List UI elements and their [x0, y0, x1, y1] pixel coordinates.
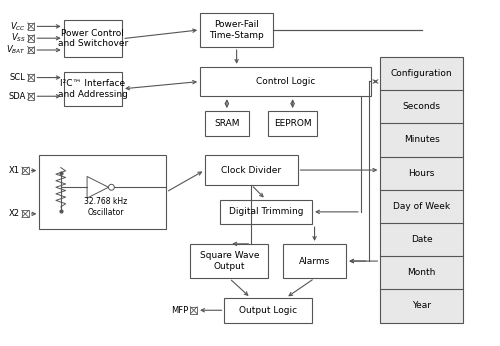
Text: 32.768 kHz
Oscillator: 32.768 kHz Oscillator [84, 197, 127, 217]
Text: Clock Divider: Clock Divider [221, 165, 282, 174]
Bar [64, 72, 122, 106]
Text: Square Wave
Output: Square Wave Output [200, 251, 259, 271]
Text: $V_{CC}$: $V_{CC}$ [10, 20, 26, 33]
Bar [28, 23, 34, 30]
Bar [28, 47, 34, 53]
Bar [22, 167, 29, 174]
Text: SRAM: SRAM [214, 119, 240, 128]
Text: Power Control
and Switchover: Power Control and Switchover [58, 29, 128, 48]
Text: EEPROM: EEPROM [274, 119, 312, 128]
Text: Seconds: Seconds [402, 102, 440, 111]
Text: Date: Date [411, 235, 432, 244]
Text: $V_{BAT}$: $V_{BAT}$ [6, 44, 25, 56]
Bar [28, 93, 34, 100]
Text: Alarms: Alarms [299, 257, 330, 266]
Bar [220, 200, 312, 224]
Text: X1: X1 [9, 166, 20, 175]
Text: Configuration: Configuration [391, 69, 452, 78]
Bar [200, 67, 370, 96]
Text: I²C™ Interface
and Addressing: I²C™ Interface and Addressing [58, 79, 128, 99]
Text: Control Logic: Control Logic [256, 77, 315, 86]
Bar [268, 111, 317, 136]
Bar [205, 155, 298, 185]
Text: Power-Fail
Time-Stamp: Power-Fail Time-Stamp [209, 20, 264, 39]
Bar [40, 155, 166, 229]
Text: MFP: MFP [171, 306, 188, 315]
Text: SCL: SCL [10, 73, 26, 82]
Text: Year: Year [412, 301, 431, 310]
Bar [200, 12, 273, 47]
Bar [224, 298, 312, 322]
Text: Digital Trimming: Digital Trimming [228, 207, 303, 216]
Text: X2: X2 [9, 209, 20, 218]
Text: Month: Month [408, 268, 436, 277]
Text: Day of Week: Day of Week [393, 202, 450, 211]
Bar [190, 307, 197, 314]
Bar [28, 74, 34, 81]
Text: $V_{SS}$: $V_{SS}$ [10, 32, 26, 44]
Text: Minutes: Minutes [404, 135, 440, 144]
Bar [205, 111, 249, 136]
Bar [28, 35, 34, 42]
Bar [283, 244, 346, 278]
Bar [22, 210, 29, 217]
Text: Output Logic: Output Logic [239, 306, 298, 315]
Text: SDA: SDA [8, 92, 25, 101]
Bar [64, 20, 122, 57]
Bar [190, 244, 268, 278]
Bar [380, 57, 463, 322]
Text: Hours: Hours [408, 169, 435, 177]
